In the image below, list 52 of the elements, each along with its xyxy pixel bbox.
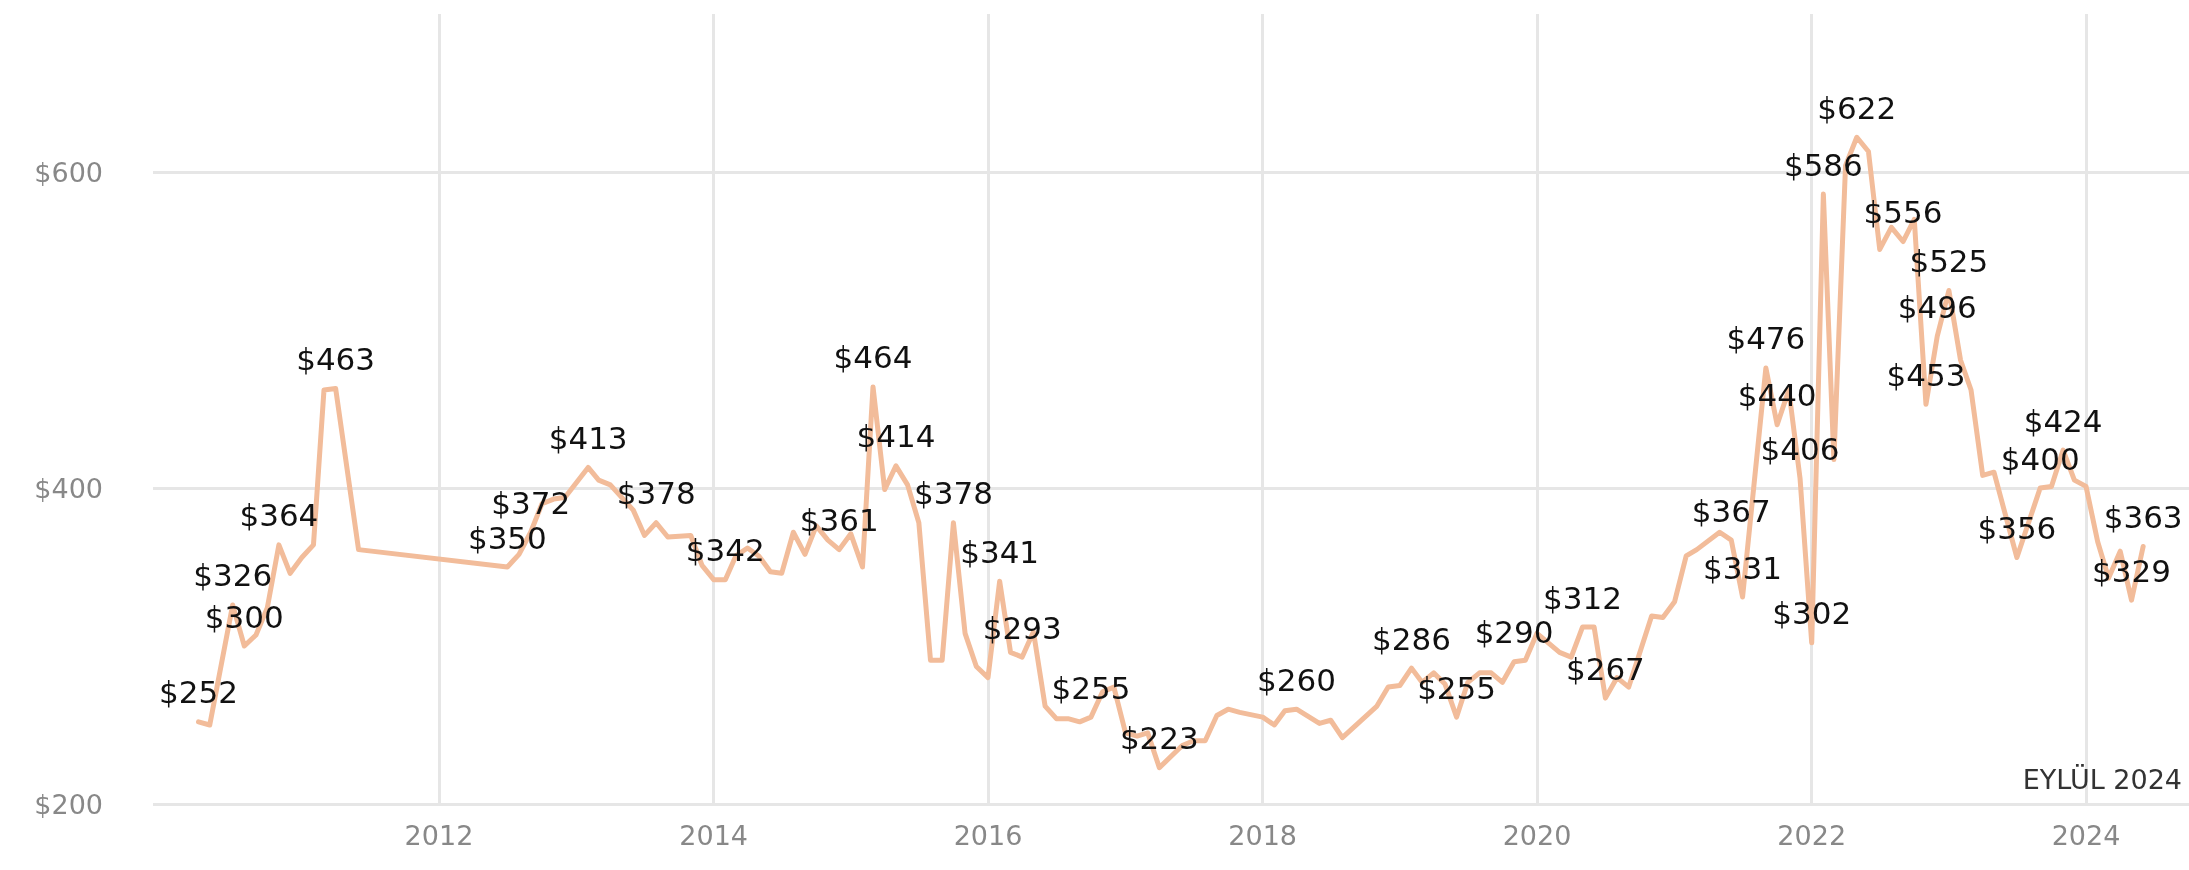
data-label: $414 — [856, 418, 936, 455]
data-label: $267 — [1565, 650, 1645, 687]
x-tick-label: 2018 — [1228, 820, 1298, 851]
annotation: EYLÜL 2024 — [2022, 764, 2183, 795]
data-label: $496 — [1897, 288, 1977, 325]
data-label: $424 — [2023, 402, 2103, 439]
data-label: $286 — [1372, 620, 1451, 657]
data-label: $372 — [491, 484, 571, 521]
data-label: $341 — [960, 533, 1040, 570]
data-label: $302 — [1772, 595, 1852, 632]
data-label: $361 — [799, 502, 879, 539]
data-label: $367 — [1691, 492, 1771, 529]
data-label: $293 — [982, 609, 1062, 646]
data-label: $556 — [1863, 194, 1943, 231]
data-label: $453 — [1886, 356, 1966, 393]
data-label: $252 — [159, 674, 238, 711]
data-label: $378 — [616, 475, 696, 512]
data-label: $440 — [1737, 377, 1817, 414]
data-label: $413 — [548, 419, 628, 456]
data-label: $326 — [193, 557, 273, 594]
x-tick-label: 2024 — [2051, 820, 2121, 851]
data-label: $290 — [1474, 614, 1554, 651]
data-label: $260 — [1257, 661, 1336, 698]
data-label: $331 — [1703, 549, 1783, 586]
x-tick-label: 2020 — [1502, 820, 1572, 851]
x-tick-label: 2022 — [1777, 820, 1847, 851]
data-label: $622 — [1817, 89, 1897, 126]
data-label: $464 — [833, 339, 913, 376]
data-label: $406 — [1760, 431, 1840, 468]
data-label: $463 — [296, 340, 376, 377]
data-label: $312 — [1543, 579, 1622, 616]
data-label: $364 — [239, 497, 319, 534]
data-label: $329 — [2092, 552, 2171, 589]
data-label: $223 — [1119, 720, 1199, 757]
y-tick-label: $400 — [34, 472, 103, 504]
data-label: $300 — [204, 598, 284, 635]
data-label: $342 — [685, 532, 765, 569]
data-label: $255 — [1051, 669, 1131, 706]
data-label: $255 — [1417, 669, 1497, 706]
data-label: $378 — [913, 475, 993, 512]
x-tick-label: 2012 — [404, 820, 474, 851]
data-label: $400 — [2000, 440, 2080, 477]
data-label: $350 — [467, 519, 547, 556]
x-tick-label: 2016 — [953, 820, 1023, 851]
data-label: $586 — [1783, 146, 1863, 183]
data-label: $363 — [2103, 498, 2183, 535]
data-label: $356 — [1977, 510, 2057, 547]
x-tick-label: 2014 — [679, 820, 749, 851]
y-tick-label: $600 — [34, 156, 103, 188]
y-tick-label: $200 — [34, 788, 103, 820]
data-label: $476 — [1726, 320, 1806, 357]
data-label: $525 — [1909, 243, 1989, 279]
